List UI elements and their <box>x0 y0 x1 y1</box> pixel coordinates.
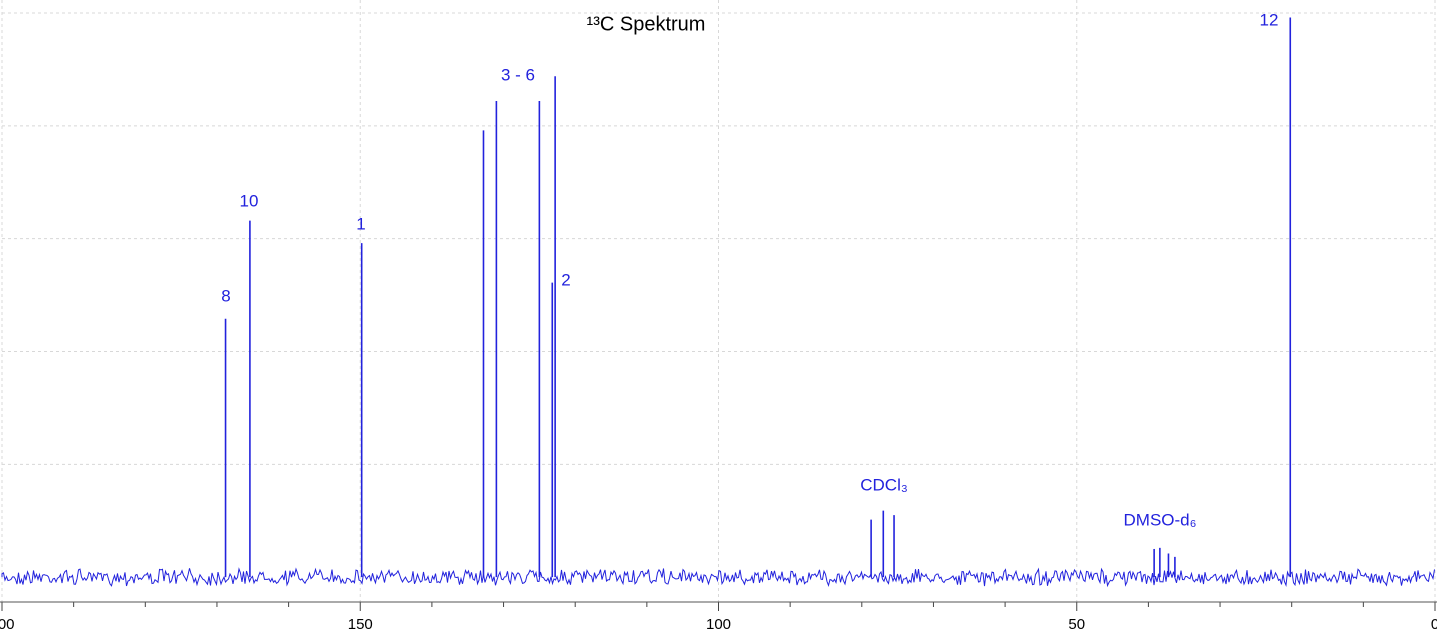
peak-label: 1 <box>356 214 365 233</box>
baseline-noise <box>1 567 1435 588</box>
x-tick-label: 100 <box>706 616 731 633</box>
x-tick-label: 200 <box>0 616 15 633</box>
peak-label: 2 <box>561 270 570 289</box>
peak-label: CDCl₃ <box>860 475 908 494</box>
peak-label: DMSO-d₆ <box>1124 510 1197 529</box>
peak-label: 10 <box>240 191 259 210</box>
chart-title: ¹³C Spektrum <box>587 13 706 35</box>
peak-label: 12 <box>1260 10 1279 29</box>
x-tick-label: 0 <box>1431 616 1437 633</box>
peak-label: 3 - 6 <box>501 65 535 84</box>
x-tick-label: 150 <box>348 616 373 633</box>
peak-label: 8 <box>221 286 230 305</box>
x-tick-label: 50 <box>1068 616 1085 633</box>
